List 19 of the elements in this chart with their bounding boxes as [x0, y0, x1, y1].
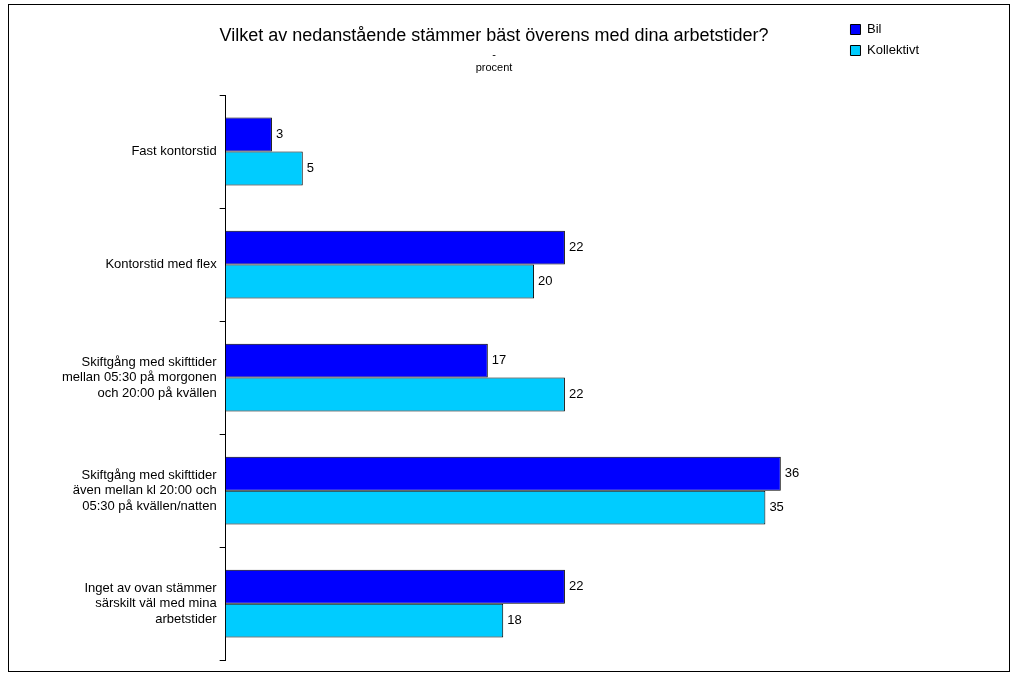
chart-subtitle: - procent: [475, 48, 513, 74]
data-label: 20: [538, 273, 553, 289]
y-tick-label: Skiftgång med skifttider mellan 05:30 på morgonen och 20:00 på kvällen: [61, 353, 218, 400]
data-label: 22: [568, 239, 584, 255]
legend-label: Kollektivt: [866, 42, 920, 58]
data-label: 36: [784, 465, 800, 481]
data-label: 18: [507, 612, 522, 628]
legend-label: Bil: [866, 21, 882, 37]
data-label: 35: [769, 499, 784, 515]
data-label: 22: [568, 386, 584, 402]
data-label: 22: [568, 578, 584, 594]
y-tick-label: Inget av ovan stämmer särskilt väl med mina arbetstider: [84, 579, 218, 626]
y-tick-label: Kontorstid med flex: [105, 256, 218, 272]
data-label: 5: [306, 160, 314, 176]
data-label: 17: [491, 352, 507, 368]
y-tick-label: Fast kontorstid: [131, 143, 217, 159]
data-label: 3: [275, 126, 284, 142]
y-tick-label: Skiftgång med skifttider även mellan kl 20:00 och 05:30 på kvällen/natten: [72, 466, 218, 513]
chart-title: Vilket av nedanstående stämmer bäst överens med dina arbetstider?: [219, 24, 769, 45]
